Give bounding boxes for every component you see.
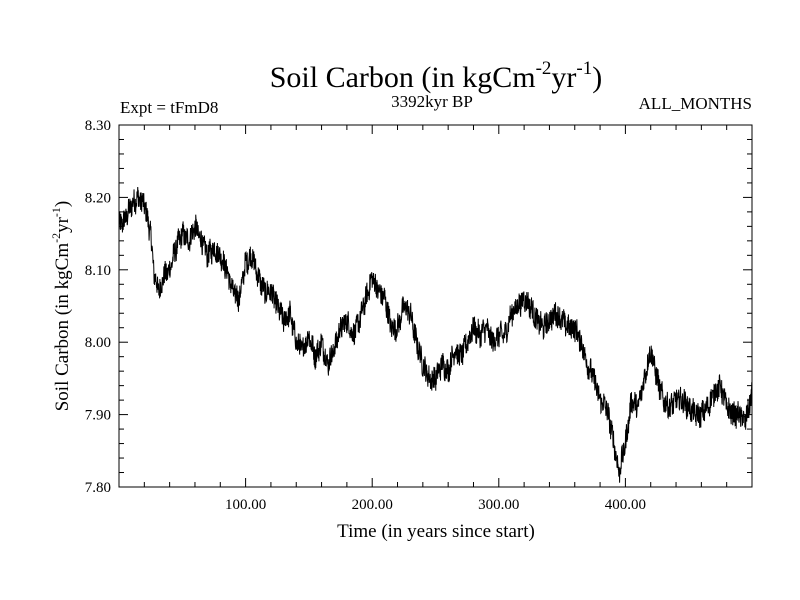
subtitle-months: ALL_MONTHS: [639, 94, 752, 113]
series-line: [118, 186, 753, 483]
series-group: [118, 186, 753, 483]
y-tick-label: 8.30: [85, 118, 111, 134]
subtitle-period: 3392kyr BP: [391, 92, 473, 111]
x-tick-label: 300.00: [478, 497, 519, 513]
y-tick-label: 7.80: [85, 480, 111, 496]
chart-title-main: Soil Carbon (in kgCm: [270, 61, 536, 94]
chart-title-mid: yr: [551, 61, 576, 94]
chart-title-sup2: -1: [576, 58, 592, 79]
x-tick-label: 400.00: [605, 497, 646, 513]
x-axis-label: Time (in years since start): [337, 521, 535, 542]
y-tick-label: 8.20: [85, 190, 111, 206]
y-tick-label: 8.00: [85, 335, 111, 351]
x-tick-label: 200.00: [352, 497, 393, 513]
y-axis-label-mid: yr: [52, 216, 73, 233]
y-tick-label: 8.10: [85, 263, 111, 279]
y-axis-label-end: ): [52, 201, 73, 207]
axis-ticks: 100.00 200.00 300.00 400.00 7.80 7.90 8.00 8.10…: [85, 118, 752, 513]
y-axis-label-sup1: -2: [49, 233, 63, 243]
y-axis-label: Soil Carbon (in kgCm-2yr-1): [49, 201, 73, 412]
y-axis-label-main: Soil Carbon (in kgCm: [52, 243, 73, 412]
y-tick-label: 7.90: [85, 408, 111, 424]
chart-title-sup1: -2: [536, 58, 552, 79]
x-tick-label: 100.00: [225, 497, 266, 513]
y-axis-label-sup2: -1: [49, 207, 63, 217]
chart-title: Soil Carbon (in kgCm-2yr-1): [270, 58, 603, 94]
plot-frame: [118, 124, 753, 488]
subtitle-experiment: Expt = tFmD8: [120, 98, 218, 117]
chart-title-end: ): [592, 61, 602, 94]
